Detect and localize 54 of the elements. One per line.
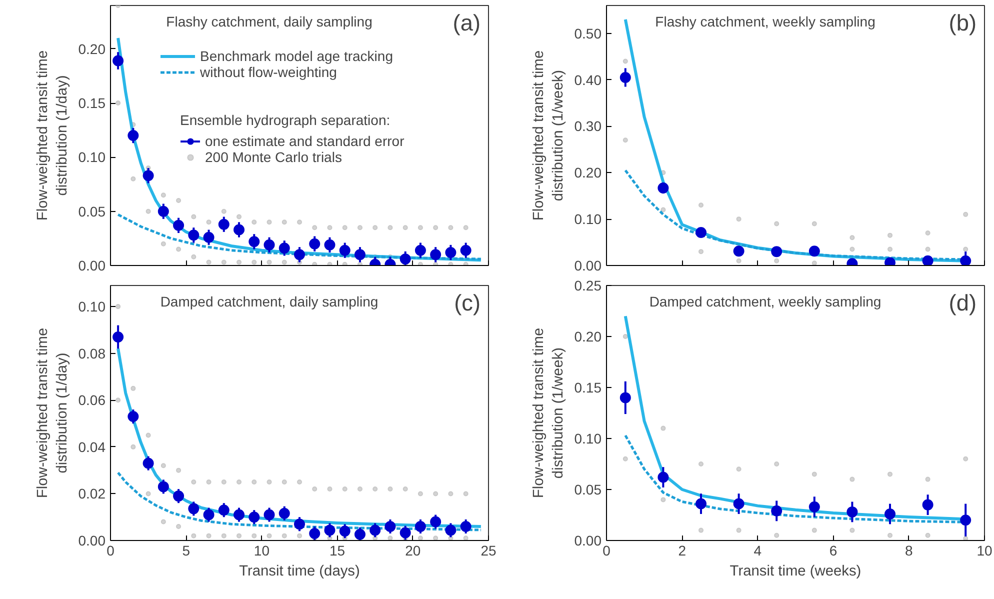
x-tick-label: 5	[182, 542, 190, 558]
y-tick-label: 0.30	[574, 118, 602, 134]
text: Damped catchment, weekly sampling	[649, 294, 882, 310]
y-tick-label: 0.40	[574, 72, 602, 88]
annotation: (d)	[948, 290, 977, 316]
x-tick-label: 8	[905, 542, 914, 558]
x-tick-label: 15	[330, 542, 346, 558]
y-tick-label: 0.10	[78, 298, 106, 315]
x-tick-label: 10	[254, 542, 270, 558]
y-axis-title: Flow-weighted transit time distribution (1/day)	[35, 50, 70, 221]
x-axis-title: Transit time (days)	[239, 564, 360, 580]
y-tick-label: 0.50	[574, 25, 602, 42]
text: Flashy catchment, weekly sampling	[655, 14, 876, 30]
x-axis-title: Transit time (weeks)	[730, 564, 862, 580]
legend-title: Ensemble hydrograph separation:	[180, 112, 392, 128]
y-tick-label: 0.10	[574, 211, 602, 228]
y-axis-title: Flow-weighted transit time distribution (1/week)	[531, 50, 566, 221]
y-tick-label: 0.06	[78, 392, 106, 408]
y-tick-label: 0.08	[78, 345, 106, 362]
y-tick-label: 0.25	[574, 278, 602, 294]
annotation: (c)	[454, 290, 481, 316]
x-tick-label: 10	[976, 542, 992, 558]
x-tick-label: 0	[602, 542, 611, 558]
x-tick-label: 25	[480, 542, 496, 558]
x-tick-label: 2	[678, 542, 686, 558]
annotation: (a)	[452, 10, 481, 36]
y-tick-label: 0.15	[574, 380, 602, 396]
y-tick-label: 0.00	[574, 258, 602, 274]
y-tick-label: 0.20	[574, 164, 602, 181]
text: Flashy catchment, daily sampling	[166, 14, 372, 30]
legend-label: one estimate and standard error	[205, 133, 404, 149]
y-tick-label: 0.20	[78, 40, 106, 57]
y-tick-label: 0.20	[574, 328, 602, 344]
y-tick-label: 0.10	[574, 430, 602, 446]
legend-label: Benchmark model age tracking	[200, 48, 393, 64]
y-tick-label: 0.05	[574, 482, 602, 498]
text: Damped catchment, daily sampling	[160, 294, 378, 310]
y-axis-title: Flow-weighted transit time distribution (1/day)	[35, 328, 70, 498]
y-tick-label: 0.04	[78, 438, 106, 455]
y-tick-label: 0.00	[78, 532, 106, 548]
y-tick-label: 0.00	[78, 258, 106, 274]
x-tick-label: 20	[405, 542, 421, 558]
legend-label: without flow-weighting	[200, 64, 337, 80]
legend-label: 200 Monte Carlo trials	[205, 149, 342, 165]
y-tick-label: 0.15	[78, 95, 106, 111]
y-axis-title: Flow-weighted transit time distribution (1/week)	[531, 328, 566, 498]
y-tick-label: 0.02	[78, 486, 106, 502]
x-tick-label: 4	[754, 542, 762, 558]
y-tick-label: 0.10	[78, 149, 106, 166]
x-tick-label: 0	[106, 542, 115, 558]
y-tick-label: 0.00	[574, 532, 602, 548]
x-tick-label: 6	[829, 542, 838, 558]
y-tick-label: 0.05	[78, 203, 106, 220]
annotation: (b)	[948, 10, 977, 36]
